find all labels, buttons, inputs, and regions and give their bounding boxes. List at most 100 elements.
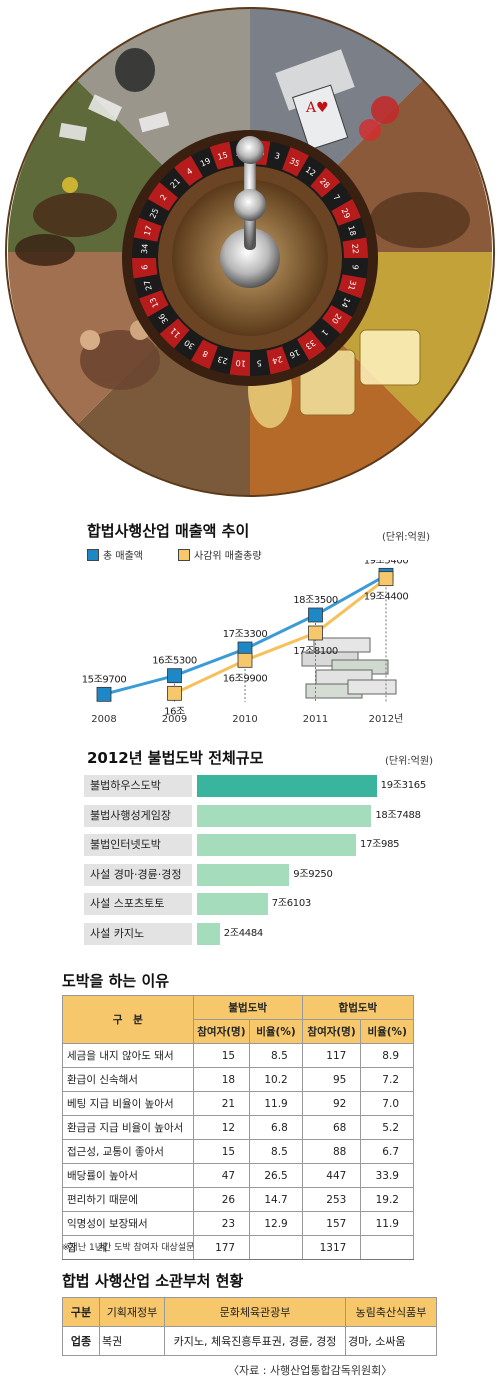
table-row: 환급이 신속해서 18 10.2 95 7.2 [62,1067,414,1092]
illegal-chart-unit: (단위:억원) [385,756,433,767]
roulette-pocket [191,339,218,369]
header-legal: 합법도박 [301,995,415,1020]
illegal-participants: 18 [192,1067,251,1092]
illegal-participants: 12 [192,1115,251,1140]
data-label-cap: 19조4400 [364,592,409,603]
bar-value-label: 9조9250 [293,868,333,880]
bar [197,922,220,945]
bar-category-label: 사설 경마·경륜·경정 [84,863,192,886]
data-label-cap: 16조 [164,706,185,717]
roulette-pocket [282,147,309,177]
roulette-pocket [322,305,353,334]
legal-participants: 253 [301,1187,362,1212]
roulette-number: 1 [320,328,330,338]
roulette-pocket [282,339,309,369]
roulette-pocket [132,258,158,279]
bar [197,804,372,827]
data-point-total [167,668,182,684]
dept-title: 합법 사행산업 소관부처 현황 [62,1272,244,1290]
roulette-pocket [331,290,361,317]
roulette-pocket [139,290,169,317]
data-point-cap [308,625,323,641]
roulette-pocket [331,199,361,226]
reasons-table: 구 분 불법도박 합법도박 참여자(명) 비율(%) 참여자(명) 비율(%) … [62,995,415,1260]
illegal-ratio: 8.5 [249,1043,303,1068]
table-row: 편리하기 때문에 26 14.7 253 19.2 [62,1187,414,1212]
roulette-number: 22 [350,243,360,254]
roulette-number: 27 [142,279,153,291]
roulette-pocket [174,155,203,186]
roulette-pocket [310,167,341,198]
data-label-total: 16조5300 [152,656,197,667]
roulette-number: 25 [148,207,160,220]
total-legal-participants: 1317 [301,1235,362,1260]
wheel-hub [220,228,280,288]
gambling-collage-wheel: A♥ 2633512287291822931142013316245102383… [5,7,495,497]
illegal-participants: 21 [192,1091,251,1116]
legal-participants: 68 [301,1115,362,1140]
roulette-number: 6 [140,264,149,270]
roulette-number: 14 [339,296,351,309]
illegal-ratio: 8.5 [249,1139,303,1164]
roulette-number: 7 [331,193,341,202]
roulette-pocket [338,274,367,299]
roulette-pocket [297,155,326,186]
legal-ratio: 7.0 [360,1091,414,1116]
total-legal-ratio [360,1235,414,1260]
legal-participants: 95 [301,1067,362,1092]
roulette-number: 4 [185,166,194,176]
bar-value-label: 17조985 [360,839,400,850]
roulette-number: 24 [271,354,283,365]
data-point-total [308,607,323,623]
roulette-number: 8 [201,348,209,358]
roulette-pocket [159,167,190,198]
roulette-number: 19 [199,156,212,168]
table-row: 배당률이 높아서 47 26.5 447 33.9 [62,1163,414,1188]
bar [197,893,268,915]
legal-ratio: 8.9 [360,1043,414,1068]
table-row: 익명성이 보장돼서 23 12.9 157 11.9 [62,1211,414,1236]
dept-row-label: 업종 [62,1326,100,1356]
header-category: 구 분 [62,995,194,1044]
subheader-illegal-participants: 참여자(명) [192,1019,251,1044]
header-illegal: 불법도박 [192,995,303,1020]
sales-chart-title: 합법사행산업 매출액 추이 [87,522,250,540]
roulette-number: 34 [140,243,150,254]
dept-table: 구분 기획재정부 문화체육관광부 농림축산식품부 업종 복권 카지노, 체육진흥… [62,1297,437,1356]
roulette-pocket [174,330,203,361]
x-tick-label: 2010 [232,714,257,725]
dept-agriculture-business: 경마, 소싸움 [345,1326,437,1356]
dept-header-culture: 문화체육관광부 [164,1297,346,1327]
roulette-number: 5 [256,358,262,367]
table-row: 접근성, 교통이 좋아서 15 8.5 88 6.7 [62,1139,414,1164]
roulette-pocket [342,258,368,279]
source-note: 〈자료 : 사행산업통합감독위원회〉 [228,1364,393,1377]
illegal-ratio: 14.7 [249,1187,303,1212]
roulette-number: 9 [350,264,359,270]
illegal-ratio: 26.5 [249,1163,303,1188]
roulette-pocket [342,237,368,258]
bar-value-label: 19조3165 [380,780,427,791]
roulette-number: 3 [274,151,281,161]
data-label-total: 18조3500 [293,595,338,606]
reason-label: 베팅 지급 비율이 높아서 [62,1091,194,1116]
dept-header-agriculture: 농림축산식품부 [345,1297,437,1327]
roulette-number: 17 [142,225,153,237]
bar [197,834,357,856]
roulette-number: 16 [288,347,301,359]
table-row: 환급금 지급 비율이 높아서 12 6.8 68 5.2 [62,1115,414,1140]
reason-label: 접근성, 교통이 좋아서 [62,1139,194,1164]
legend-swatch-total [87,548,99,561]
reasons-total-row: 합 계 177 1317 [62,1235,414,1260]
data-point-cap [378,571,394,587]
roulette-number: 18 [346,225,357,237]
illegal-bar-chart: 불법하우스도박 19조3165 불법사행성게임장 18조7488 불법인터넷도박 17조9… [0,771,500,951]
bar-value-label: 2조4484 [223,927,264,939]
roulette-number: 10 [235,358,246,368]
data-label-total: 17조3300 [223,629,268,640]
illegal-ratio: 10.2 [249,1067,303,1092]
bar-category-label: 불법하우스도박 [84,775,192,797]
roulette-pocket [322,182,353,211]
legal-participants: 157 [301,1211,362,1236]
data-point-total [96,686,112,702]
